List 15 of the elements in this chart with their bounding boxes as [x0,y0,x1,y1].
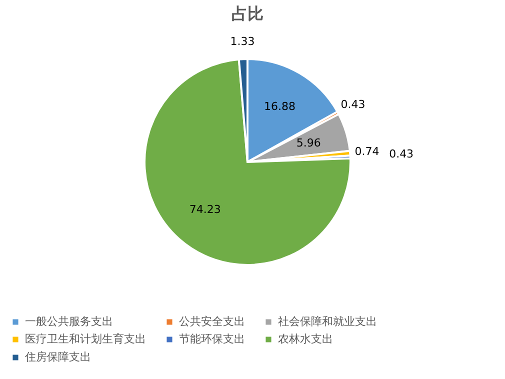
legend-label: 农林水支出 [278,332,333,346]
data-label: 0.43 [340,98,366,111]
legend-label: 公共安全支出 [179,314,245,328]
legend-label: 节能环保支出 [179,332,245,346]
data-label: 0.43 [389,148,414,161]
data-label: 0.74 [354,144,380,158]
legend-label: 一般公共服务支出 [25,314,113,328]
data-label: 74.23 [189,202,221,216]
data-label: 5.96 [296,136,321,150]
chart-title: 占比 [232,4,264,23]
legend-label: 住房保障支出 [25,350,91,364]
legend-label: 社会保障和就业支出 [278,314,377,328]
legend-label: 医疗卫生和计划生育支出 [25,332,146,346]
data-label: 16.88 [264,100,296,113]
data-label: 1.33 [230,35,255,48]
